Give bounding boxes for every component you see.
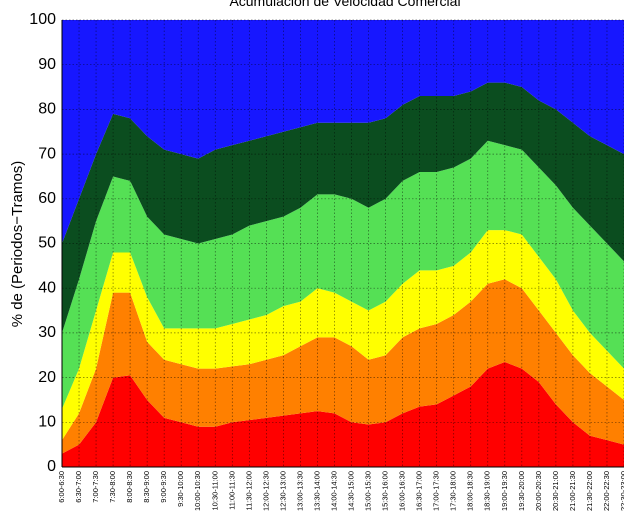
y-axis-label: % de (Periodos−Tramos): [9, 161, 26, 328]
y-tick-label: 30: [38, 324, 56, 341]
x-tick-label: 21:30-22:00: [585, 471, 594, 511]
y-tick-label: 0: [47, 458, 56, 475]
x-tick-label: 13:30-14:00: [312, 471, 321, 511]
areas: [62, 20, 624, 467]
y-tick-label: 100: [29, 11, 56, 28]
x-tick-label: 8:00-8:30: [125, 471, 134, 503]
y-tick-label: 70: [38, 145, 56, 162]
area: [62, 361, 624, 467]
area: [62, 279, 624, 454]
area: [62, 82, 624, 333]
y-tick-label: 10: [38, 414, 56, 431]
area: [62, 230, 624, 441]
labels: 0 10 20 30 40 50 60 70 80 90 100 6:00-6:30 6:30-7:00…: [29, 11, 624, 511]
x-tick-label: 7:00-7:30: [91, 471, 100, 503]
x-tick-label: 12:30-13:00: [278, 471, 287, 511]
y-tick-label: 20: [38, 369, 56, 386]
x-tick-label: 9:00-9:30: [159, 471, 168, 503]
x-tick-label: 11:30-12:00: [244, 471, 253, 510]
area: [62, 20, 624, 244]
x-tick-label: 14:00-14:30: [329, 471, 338, 511]
x-tick-label: 18:30-19:00: [483, 471, 492, 511]
x-tick-label: 16:00-16:30: [398, 471, 407, 511]
x-tick-label: 16:30-17:00: [415, 471, 424, 511]
x-tick-label: 11:00-11:30: [227, 471, 236, 510]
x-tick-label: 15:30-16:00: [381, 471, 390, 511]
x-tick-label: 18:00-18:30: [466, 471, 475, 511]
x-tick-label: 9:30-10:00: [176, 471, 185, 507]
x-tick-label: 6:00-6:30: [57, 471, 66, 503]
x-tick-label: 13:00-13:30: [295, 471, 304, 511]
x-tick-label: 7:30-8:00: [108, 471, 117, 503]
y-tick-label: 80: [38, 101, 56, 118]
x-tick-label: 19:30-20:00: [517, 471, 526, 511]
y-tick-label: 40: [38, 279, 56, 296]
x-tick-label: 20:00-20:30: [534, 471, 543, 511]
x-tick-label: 8:30-9:00: [142, 471, 151, 503]
area: [62, 140, 624, 409]
y-tick-label: 90: [38, 56, 56, 73]
x-tick-label: 19:00-19:30: [500, 471, 509, 511]
x-tick-label: 10:30-11:00: [210, 471, 219, 510]
x-tick-label: 6:30-7:00: [74, 471, 83, 503]
x-tick-label: 10:00-10:30: [193, 471, 202, 511]
x-tick-label: 21:00-21:30: [568, 471, 577, 511]
chart-title: Acumulación de Velocidad Comercial: [229, 0, 460, 9]
x-tick-label: 20:30-21:00: [551, 471, 560, 511]
y-tick-label: 50: [38, 235, 56, 252]
x-tick-label: 17:00-17:30: [432, 471, 441, 511]
grid: [61, 19, 624, 468]
y-tick-label: 60: [38, 190, 56, 207]
x-tick-label: 22:30-23:00: [619, 471, 624, 511]
x-tick-label: 15:00-15:30: [364, 471, 373, 511]
x-tick-label: 17:30-18:00: [449, 471, 458, 511]
x-tick-label: 22:00-22:30: [602, 471, 611, 511]
x-tick-label: 14:30-15:00: [346, 471, 355, 511]
x-tick-label: 12:00-12:30: [261, 471, 270, 511]
